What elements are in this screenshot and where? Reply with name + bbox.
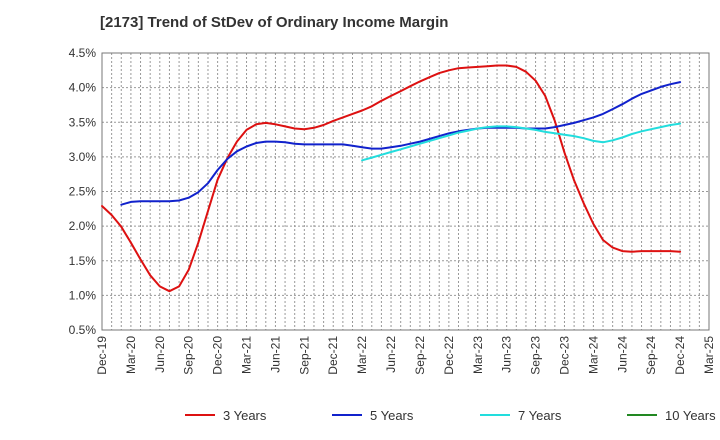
x-tick-label: Dec-21 (326, 336, 340, 375)
x-tick-label: Dec-24 (673, 336, 687, 375)
x-tick-label: Sep-23 (529, 336, 543, 375)
x-tick-label: Jun-22 (384, 336, 398, 373)
y-tick-label: 3.0% (69, 150, 97, 164)
x-tick-label: Jun-24 (615, 336, 629, 373)
legend-label: 5 Years (370, 408, 414, 423)
y-tick-label: 3.5% (69, 115, 97, 129)
x-tick-label: Sep-20 (182, 336, 196, 375)
x-tick-label: Jun-23 (500, 336, 514, 373)
x-tick-label: Sep-24 (644, 336, 658, 375)
x-tick-label: Mar-20 (124, 336, 138, 374)
x-tick-label: Jun-20 (153, 336, 167, 373)
x-tick-label: Dec-20 (211, 336, 225, 375)
series-line-7-years (361, 122, 682, 162)
x-tick-label: Dec-23 (557, 336, 571, 375)
y-tick-label: 4.0% (69, 81, 97, 95)
x-tick-label: Dec-22 (442, 336, 456, 375)
x-tick-label: Mar-23 (471, 336, 485, 374)
series-line-3-years (101, 64, 682, 293)
series-lines (101, 64, 682, 293)
y-tick-label: 2.5% (69, 185, 97, 199)
axis-labels: 0.5% 1.0% 1.5% 2.0% 2.5% 3.0% 3.5% 4.0% 4.5% Dec-… (69, 46, 716, 375)
x-tick-label: Mar-22 (355, 336, 369, 374)
y-tick-label: 0.5% (69, 323, 97, 337)
y-tick-label: 1.5% (69, 254, 97, 268)
plot-border (101, 52, 710, 331)
chart-title: [2173] Trend of StDev of Ordinary Income… (100, 14, 449, 31)
x-tick-label: Sep-21 (297, 336, 311, 375)
y-tick-label: 2.0% (69, 219, 97, 233)
legend-label: 10 Years (665, 408, 716, 423)
grid-lines (102, 53, 709, 330)
legend: 3 Years 5 Years 7 Years 10 Years (185, 408, 716, 423)
y-tick-label: 1.0% (69, 288, 97, 302)
series-line-5-years (120, 81, 682, 206)
y-tick-label: 4.5% (69, 46, 97, 60)
x-tick-label: Mar-24 (586, 336, 600, 374)
x-tick-label: Jun-21 (268, 336, 282, 373)
x-tick-label: Mar-25 (702, 336, 716, 374)
x-tick-label: Sep-22 (413, 336, 427, 375)
x-tick-label: Mar-21 (240, 336, 254, 374)
x-tick-label: Dec-19 (95, 336, 109, 375)
legend-label: 3 Years (223, 408, 267, 423)
legend-label: 7 Years (518, 408, 562, 423)
